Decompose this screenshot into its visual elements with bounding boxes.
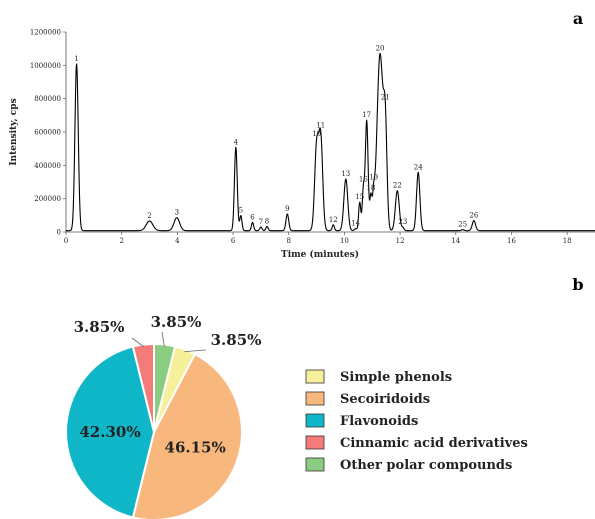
y-tick-label: 1200000 — [30, 29, 61, 37]
peak-label: 16 — [359, 175, 368, 183]
peak-label: 8 — [265, 218, 269, 226]
peak-label: 14 — [351, 220, 360, 228]
legend-label: Secoiridoids — [340, 392, 430, 407]
peak-label: 21 — [381, 94, 390, 102]
peak-label: 18 — [366, 184, 375, 192]
peak-label: 12 — [329, 216, 338, 224]
peak-label: 26 — [469, 212, 478, 220]
peak-label: 20 — [376, 44, 385, 52]
x-tick-label: 2 — [119, 237, 123, 245]
x-tick-label: 4 — [175, 237, 180, 245]
pie-percent-label: 42.30% — [79, 423, 140, 441]
peak-label: 22 — [393, 182, 402, 190]
pie-legend: Simple phenols Secoiridoids Flavonoids Cinn… — [306, 370, 528, 473]
y-tick-label: 0 — [57, 229, 61, 237]
chromatogram-panel: a 0 200000 400000 600000 800000 1000000 120000… — [9, 9, 595, 260]
chromatogram-axes — [66, 32, 595, 232]
x-tick-label: 0 — [64, 237, 68, 245]
pie-percent-label: 3.85% — [211, 331, 262, 349]
legend-label: Other polar compounds — [340, 458, 512, 473]
legend-label: Cinnamic acid derivatives — [340, 436, 528, 451]
peak-label: 1 — [74, 55, 78, 63]
y-axis-title: Intensity, cps — [9, 98, 19, 165]
peak-label: 3 — [175, 209, 179, 217]
x-tick-label: 18 — [563, 237, 572, 245]
legend-swatch — [306, 370, 324, 383]
peak-label: 5 — [239, 207, 243, 215]
y-tick-label: 1000000 — [30, 62, 61, 70]
peak-label: 24 — [414, 163, 423, 171]
peak-label: 9 — [285, 205, 289, 213]
chromatogram-trace — [66, 53, 595, 230]
pie-panel: b 3.85% 46.15% 42.30% 3.85% 3.85% Simple phe… — [66, 275, 584, 519]
peak-label: 7 — [259, 218, 263, 226]
y-tick-label: 600000 — [34, 129, 61, 137]
peak-label: 23 — [398, 218, 407, 226]
x-tick-label: 8 — [287, 237, 291, 245]
peak-label: 13 — [341, 170, 350, 178]
pie-percent-label: 46.15% — [165, 439, 226, 457]
peak-label: 17 — [362, 111, 371, 119]
legend-label: Flavonoids — [340, 414, 418, 429]
x-tick-label: 10 — [340, 237, 349, 245]
peak-label: 2 — [147, 212, 151, 220]
peak-label: 11 — [316, 122, 325, 130]
panel-b-letter: b — [572, 275, 583, 294]
x-axis-title: Time (minutes) — [281, 249, 359, 260]
x-tick-label: 6 — [231, 237, 236, 245]
peak-label: 15 — [355, 193, 364, 201]
y-tick-label: 200000 — [34, 195, 61, 203]
legend-swatch — [306, 414, 324, 427]
peak-label: 25 — [458, 221, 467, 229]
x-tick-label: 16 — [507, 237, 516, 245]
x-tick-label: 14 — [451, 237, 460, 245]
peak-label: 4 — [234, 138, 239, 146]
legend-label: Simple phenols — [340, 370, 452, 385]
peak-label: 19 — [369, 174, 378, 182]
y-tick-label: 400000 — [34, 162, 61, 170]
chromatogram-ticks: 0 200000 400000 600000 800000 1000000 1200000 0… — [30, 29, 572, 246]
peak-label: 6 — [250, 213, 255, 221]
peak-label: 10 — [312, 130, 321, 138]
legend-swatch — [306, 436, 324, 449]
panel-a-letter: a — [573, 9, 583, 28]
legend-swatch — [306, 458, 324, 471]
legend-swatch — [306, 392, 324, 405]
pie-percent-label: 3.85% — [151, 313, 202, 331]
pie-percent-label: 3.85% — [74, 318, 125, 336]
x-tick-label: 12 — [396, 237, 405, 245]
y-tick-label: 800000 — [34, 95, 61, 103]
